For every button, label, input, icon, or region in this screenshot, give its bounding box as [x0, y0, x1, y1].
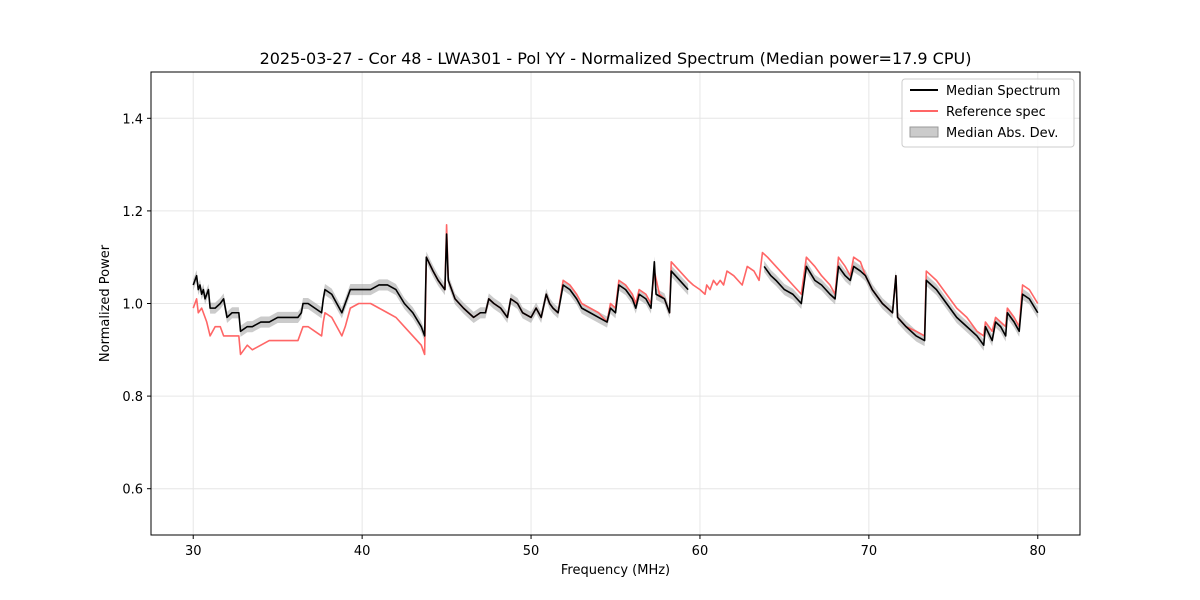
median-spectrum-line — [192, 233, 689, 337]
y-tick-label: 0.6 — [122, 483, 143, 498]
x-tick-label: 70 — [861, 544, 878, 559]
x-tick-label: 50 — [523, 544, 540, 559]
legend-swatch-mad — [909, 126, 939, 138]
x-tick-label: 30 — [185, 544, 202, 559]
y-tick-label: 0.8 — [122, 390, 143, 405]
x-tick-label: 60 — [692, 544, 709, 559]
y-tick-label: 1.2 — [122, 205, 143, 220]
chart-title: 2025-03-27 - Cor 48 - LWA301 - Pol YY - … — [260, 49, 972, 68]
legend-label-median: Median Spectrum — [946, 84, 1060, 99]
legend: Median Spectrum Reference spec Median Ab… — [901, 78, 1075, 148]
mad-band-layer — [193, 228, 1038, 351]
y-tick-label: 1.4 — [122, 112, 143, 127]
x-tick-label: 40 — [354, 544, 371, 559]
y-axis-ticks: 0.6 0.8 1.0 1.2 1.4 — [122, 112, 151, 498]
y-axis-label: Normalized Power — [98, 244, 113, 362]
legend-box — [901, 78, 1075, 148]
x-axis-label: Frequency (MHz) — [561, 563, 670, 578]
legend-label-mad: Median Abs. Dev. — [946, 126, 1058, 141]
median-spectrum-line — [763, 265, 1039, 346]
series-layer — [192, 223, 1039, 356]
x-tick-label: 80 — [1029, 544, 1046, 559]
y-tick-label: 1.0 — [122, 298, 143, 313]
x-axis-ticks: 30 40 50 60 70 80 — [185, 535, 1046, 559]
legend-label-reference: Reference spec — [946, 105, 1046, 120]
